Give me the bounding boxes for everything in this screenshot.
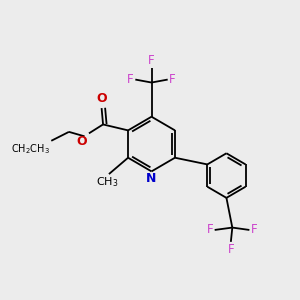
- Text: F: F: [207, 224, 213, 236]
- Text: F: F: [127, 73, 134, 86]
- Text: F: F: [251, 224, 257, 236]
- Text: CH$_3$: CH$_3$: [96, 176, 119, 189]
- Text: O: O: [96, 92, 107, 105]
- Text: F: F: [148, 54, 155, 67]
- Text: F: F: [169, 73, 176, 86]
- Text: O: O: [77, 135, 88, 148]
- Text: F: F: [227, 243, 234, 256]
- Text: N: N: [146, 172, 157, 185]
- Text: CH$_2$CH$_3$: CH$_2$CH$_3$: [11, 142, 50, 156]
